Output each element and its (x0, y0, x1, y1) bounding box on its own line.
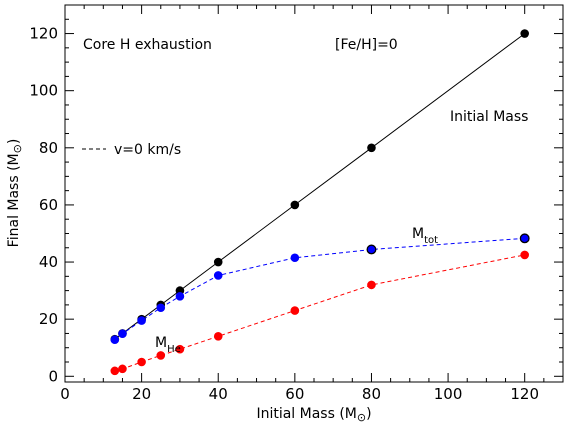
x-tick-label: 100 (434, 385, 463, 403)
data-point-mtot (137, 316, 146, 325)
data-point-mhe (137, 357, 146, 367)
series-points (110, 29, 530, 376)
x-axis-label-symbol: ⊙ (357, 411, 366, 424)
legend-rotation: v=0 km/s (82, 142, 181, 158)
label-mhe-main: M (155, 335, 167, 351)
legend-rotation-label: v=0 km/s (114, 142, 181, 158)
data-point-mhe (110, 366, 120, 376)
x-axis-label: Initial Mass (M⊙) (256, 406, 371, 424)
y-tick-label: 100 (29, 82, 58, 100)
y-axis-label: Final Mass (M⊙) (6, 139, 24, 248)
annotation-condition: Core H exhaustion (83, 37, 212, 53)
x-tick-label: 60 (285, 385, 304, 403)
y-tick-label: 40 (39, 253, 58, 271)
y-axis-label-close: ) (6, 139, 22, 144)
data-point-mhe (118, 364, 127, 374)
annotation-initial-mass: Initial Mass (450, 109, 528, 125)
series-lines (114, 33, 525, 372)
data-point-initial (213, 257, 223, 267)
label-mhe: MHe (155, 335, 181, 355)
x-tick-label: 120 (510, 385, 539, 403)
data-point-mtot (175, 292, 185, 301)
data-point-mhe (367, 280, 376, 290)
label-mtot-main: M (412, 226, 424, 242)
y-tick-label: 60 (39, 196, 58, 214)
series-line-mhe (114, 254, 525, 372)
x-tick-label: 20 (132, 385, 151, 403)
y-tick-label: 20 (39, 310, 58, 328)
data-point-mhe (520, 250, 529, 260)
data-point-initial (520, 29, 529, 38)
data-point-mhe (175, 344, 185, 354)
data-point-mtot (519, 233, 530, 244)
y-axis-label-text: Final Mass (M (6, 153, 22, 247)
data-point-initial (290, 200, 300, 210)
x-tick-label: 80 (362, 385, 381, 403)
y-axis-label-symbol: ⊙ (11, 144, 24, 153)
data-point-mhe (156, 351, 166, 360)
x-axis-label-close: ) (366, 406, 371, 422)
data-point-mtot (118, 329, 127, 339)
annotation-metallicity: [Fe/H]=0 (335, 37, 398, 53)
y-tick-label: 0 (48, 367, 58, 385)
label-mhe-sub: He (167, 344, 181, 355)
label-mtot-sub: tot (424, 235, 438, 246)
data-point-mtot (110, 335, 120, 345)
data-point-mtot (156, 303, 166, 313)
x-axis-label-text: Initial Mass (M (256, 406, 356, 422)
x-tick-label: 0 (60, 385, 70, 403)
series-line-initial (114, 33, 525, 340)
data-point-mtot (366, 244, 377, 255)
y-tick-label: 120 (29, 25, 58, 43)
y-tick-label: 80 (39, 139, 58, 157)
data-point-mhe (213, 332, 223, 341)
data-point-initial (367, 143, 376, 153)
data-point-mtot (213, 271, 223, 280)
plot-frame (64, 4, 564, 383)
axis-ticks: 0 20 40 60 80 100 120 0 20 40 60 80 100 120 (29, 5, 563, 403)
label-mtot: Mtot (412, 226, 438, 246)
x-tick-label: 40 (209, 385, 228, 403)
data-point-mhe (290, 306, 300, 315)
data-point-mtot (290, 253, 300, 263)
